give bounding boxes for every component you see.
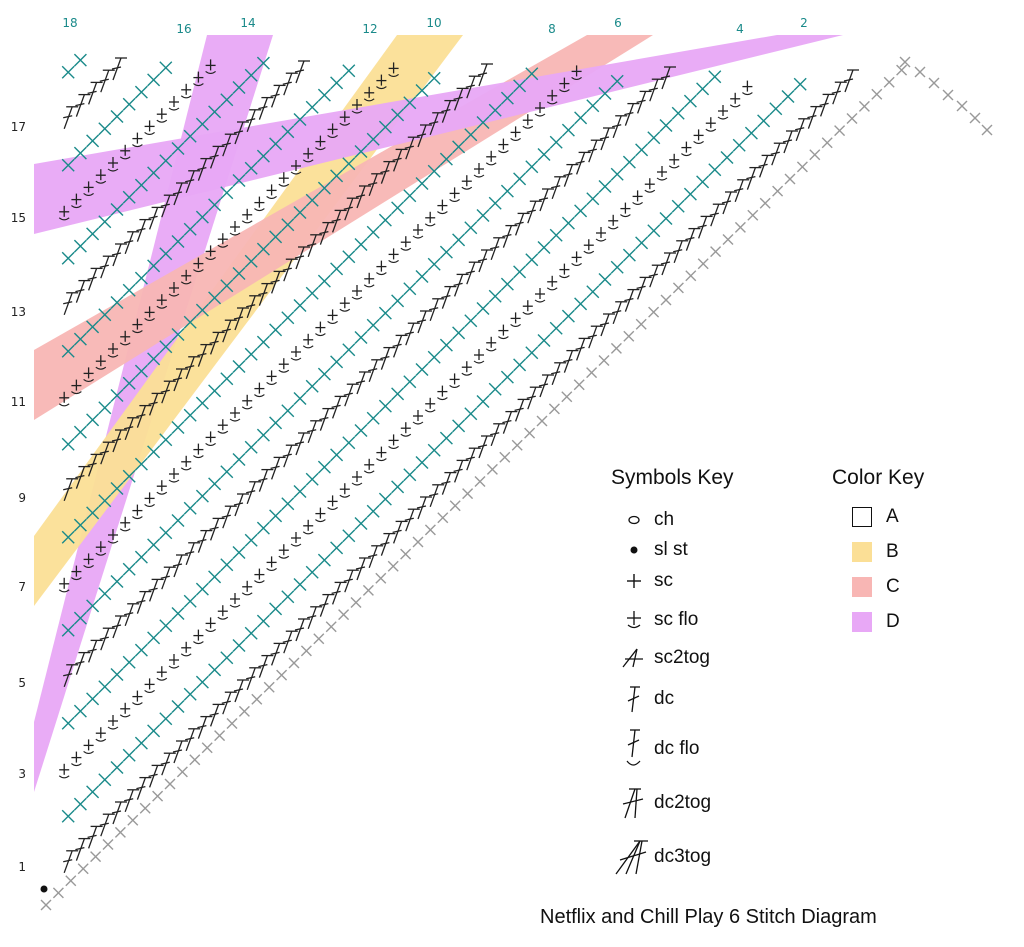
sc2tog-icon [614,643,654,673]
left-row-number: 13 [10,305,26,319]
color-key-label: C [886,576,900,597]
color-band [34,35,843,234]
color-swatch [852,577,872,597]
color-key-label: D [886,611,900,632]
stitch-row-17 [63,57,127,130]
stitch-row-12 [61,64,356,358]
stitch-row-5 [63,66,676,688]
symbol-key-item: dc2tog [614,788,712,819]
left-row-number: 3 [18,767,26,781]
symbols-key-title: Symbols Key [611,466,734,489]
color-key-label: B [886,541,899,562]
single-crochet-icon [614,566,654,596]
top-row-number: 10 [426,16,442,30]
top-row-number: 16 [176,22,192,36]
symbol-key-label: dc2tog [654,792,712,813]
stitch-row-1 [63,69,859,874]
symbol-key-item: dc3tog [614,840,712,875]
symbol-key-item: sc [614,566,673,596]
dc3tog-icon [614,840,654,875]
symbol-key-label: sc2tog [654,647,710,668]
symbol-key-label: dc [654,688,675,709]
stitch-row-9 [63,63,493,502]
symbol-key-label: sl st [654,539,688,560]
diagram-caption: Netflix and Chill Play 6 Stitch Diagram [540,906,877,928]
chain-icon [614,505,654,535]
stitch-row-14 [61,56,270,265]
symbol-key-item: sc2tog [614,643,710,673]
left-row-number: 1 [18,860,26,874]
stitch-row-10 [61,71,441,451]
stitch-row-15 [58,59,216,221]
symbol-key-item: ch [614,505,674,535]
dc2tog-icon [614,788,654,819]
color-swatch [852,507,872,527]
left-row-number: 5 [18,676,26,690]
symbol-key-label: ch [654,509,675,530]
left-row-number: 7 [18,580,26,594]
top-row-number: 2 [800,16,808,30]
stitch-row-2 [61,77,807,823]
stitch-row-13 [63,60,310,316]
color-key-title: Color Key [832,466,925,489]
color-key-item: D [852,607,900,637]
stitch-row-6 [61,74,624,637]
symbol-key-item: dc [614,684,674,714]
symbol-key-label: dc flo [654,738,700,759]
dc-front-loop-icon [614,729,654,766]
top-row-number: 6 [614,16,622,30]
sc-front-loop-icon [614,605,654,635]
symbol-key-label: dc3tog [654,846,712,867]
color-bands [34,35,843,792]
color-key-item: C [852,572,900,602]
slip-stitch-icon [614,535,654,565]
symbol-key-label: sc [654,570,673,591]
left-row-number: 17 [10,120,26,134]
double-crochet-icon [614,684,654,714]
color-key-label: A [886,506,899,527]
symbol-key-item: sl st [614,535,688,565]
stitch-rows [58,53,859,874]
top-row-number: 14 [240,16,256,30]
stitch-row-8 [61,67,539,544]
stitch-row-7 [58,65,582,593]
top-row-number: 12 [362,22,378,36]
top-row-number: 8 [548,22,556,36]
top-row-number: 18 [62,16,78,30]
gray-chain-tail [40,56,993,911]
stitch-row-16 [61,61,173,172]
stitch-row-11 [58,62,399,407]
color-key-item: B [852,537,899,567]
left-row-number: 11 [10,395,26,409]
symbol-key-item: dc flo [614,729,700,766]
stitch-row-3 [58,80,753,779]
top-row-number: 4 [736,22,744,36]
symbol-key-label: sc flo [654,609,699,630]
color-swatch [852,542,872,562]
color-swatch [852,612,872,632]
left-row-number: 15 [10,211,26,225]
stitch-row-18 [61,53,87,79]
color-key-item: A [852,502,899,532]
stitch-row-4 [61,70,722,730]
left-row-number: 9 [18,491,26,505]
symbol-key-item: sc flo [614,605,698,635]
